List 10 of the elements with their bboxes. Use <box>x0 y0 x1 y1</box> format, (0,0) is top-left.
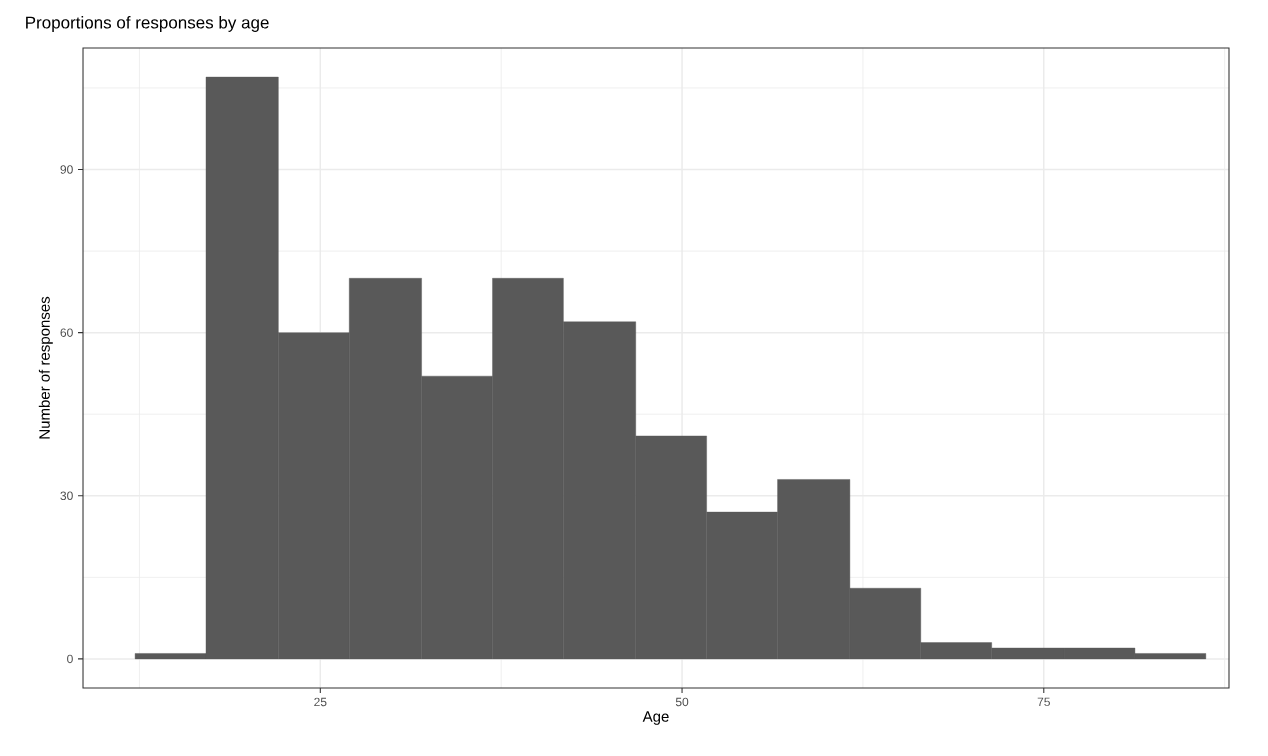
y-tick-label: 30 <box>60 491 73 501</box>
x-axis-title: Age <box>642 711 669 725</box>
chart-title: Proportions of responses by age <box>26 16 269 32</box>
y-tick-label: 60 <box>60 328 73 337</box>
x-tick-label: 75 <box>1037 697 1050 707</box>
x-tick-label: 50 <box>675 697 689 707</box>
y-axis-title: Number of responses <box>38 296 53 439</box>
y-tick-label: 90 <box>60 165 73 174</box>
x-tick-label: 25 <box>314 697 327 707</box>
y-tick-label: 0 <box>67 654 73 664</box>
